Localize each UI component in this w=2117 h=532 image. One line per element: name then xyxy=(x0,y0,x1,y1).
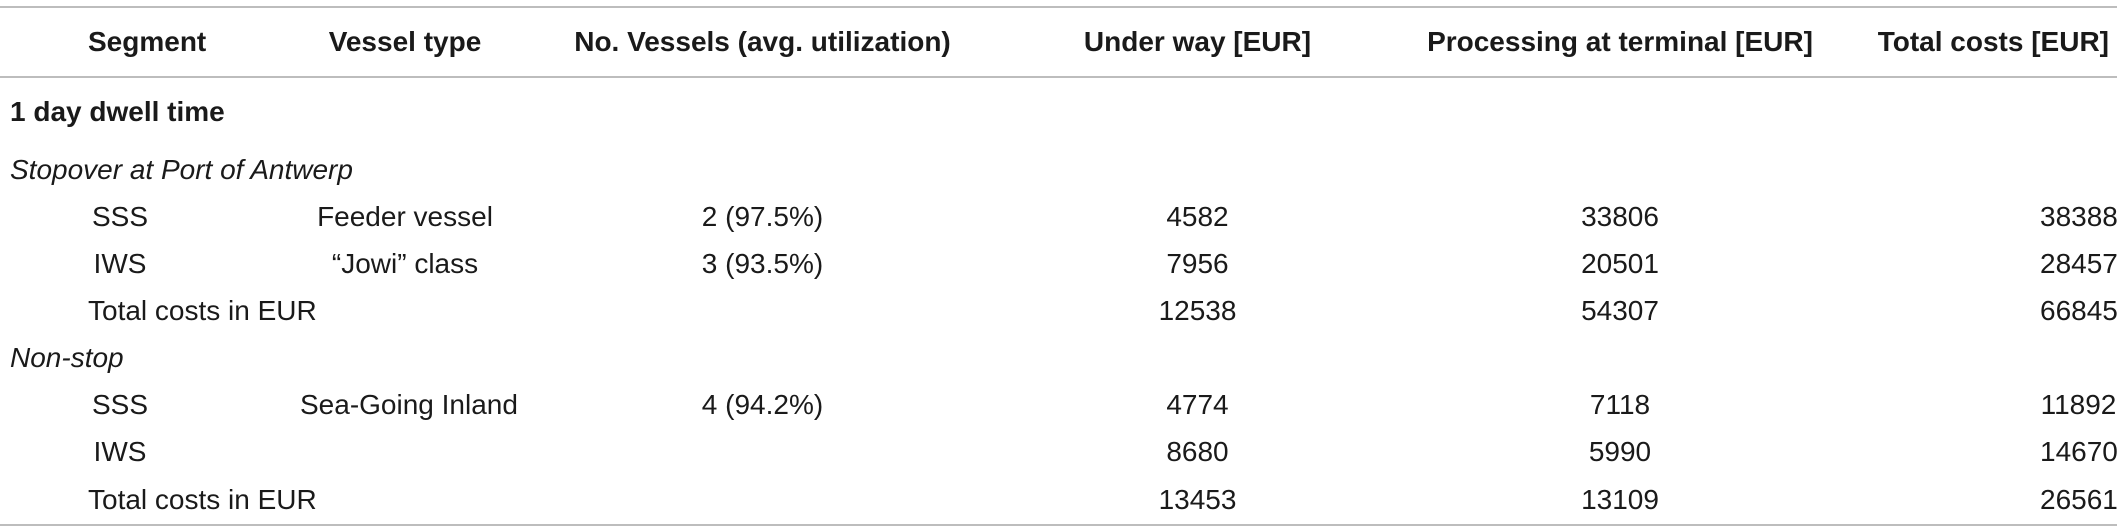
cell-no-vessels xyxy=(510,428,1015,475)
group-title: Non-stop xyxy=(10,341,124,373)
cell-under-way: 7956 xyxy=(1166,247,1229,279)
total-total: 66845 xyxy=(2040,294,2117,326)
total-row-label: Total costs in EUR xyxy=(88,483,317,515)
section-row: 1 day dwell time xyxy=(0,77,2117,146)
total-processing: 54307 xyxy=(1581,294,1659,326)
total-under-way: 12538 xyxy=(1158,294,1237,326)
total-row: Total costs in EUR 12538 54307 66845 xyxy=(0,287,2117,334)
header-no-vessels: No. Vessels (avg. utilization) xyxy=(574,26,951,57)
cell-under-way: 4774 xyxy=(1166,388,1229,420)
cell-total: 38388 xyxy=(2040,200,2117,232)
group-title-row: Non-stop xyxy=(0,334,2117,381)
group-title: Stopover at Port of Antwerp xyxy=(10,153,353,185)
cell-processing: 33806 xyxy=(1581,200,1659,232)
cell-no-vessels: 4 (94.2%) xyxy=(701,388,824,420)
total-under-way: 13453 xyxy=(1158,483,1237,515)
table-body: 1 day dwell time Stopover at Port of Ant… xyxy=(0,77,2117,525)
total-processing: 13109 xyxy=(1581,483,1659,515)
cell-total: 11892 xyxy=(2040,388,2117,420)
cell-no-vessels: 3 (93.5%) xyxy=(701,247,824,279)
section-title: 1 day dwell time xyxy=(10,96,225,127)
cell-total: 14670 xyxy=(2040,435,2117,467)
cell-processing: 20501 xyxy=(1581,247,1659,279)
cell-vessel-type xyxy=(300,428,510,475)
total-total: 26561 xyxy=(2040,483,2117,515)
cell-no-vessels: 2 (97.5%) xyxy=(701,200,824,232)
group-title-row: Stopover at Port of Antwerp xyxy=(0,146,2117,193)
cell-vessel-type: Feeder vessel xyxy=(317,200,493,232)
header-vessel-type: Vessel type xyxy=(328,26,482,57)
table-row: SSS Sea-Going Inland 4 (94.2%) 4774 7118… xyxy=(0,381,2117,428)
header-row: Segment Vessel type No. Vessels (avg. ut… xyxy=(0,7,2117,77)
cell-vessel-type: “Jowi” class xyxy=(331,247,479,279)
table-row: IWS “Jowi” class 3 (93.5%) 7956 20501 28… xyxy=(0,240,2117,287)
cost-table: Segment Vessel type No. Vessels (avg. ut… xyxy=(0,6,2117,526)
cell-segment: SSS xyxy=(91,200,149,232)
cell-segment: IWS xyxy=(93,435,147,467)
header-under-way: Under way [EUR] xyxy=(1083,26,1312,57)
table-row: SSS Feeder vessel 2 (97.5%) 4582 33806 3… xyxy=(0,193,2117,240)
table-row: IWS 8680 5990 14670 xyxy=(0,428,2117,475)
table-header: Segment Vessel type No. Vessels (avg. ut… xyxy=(0,7,2117,77)
cell-processing: 5990 xyxy=(1588,435,1652,467)
cell-processing: 7118 xyxy=(1589,388,1651,420)
total-row-label: Total costs in EUR xyxy=(88,294,317,326)
header-segment: Segment xyxy=(88,26,207,57)
cell-vessel-type: Sea-Going Inland xyxy=(300,388,518,420)
cell-segment: IWS xyxy=(93,247,147,279)
total-row: Total costs in EUR 13453 13109 26561 xyxy=(0,475,2117,525)
header-processing: Processing at terminal [EUR] xyxy=(1427,26,1813,57)
cell-under-way: 4582 xyxy=(1166,200,1229,232)
cell-total: 28457 xyxy=(2040,247,2117,279)
header-total-costs: Total costs [EUR] xyxy=(1877,26,2109,57)
cell-segment: SSS xyxy=(91,388,149,420)
cell-under-way: 8680 xyxy=(1166,435,1229,467)
